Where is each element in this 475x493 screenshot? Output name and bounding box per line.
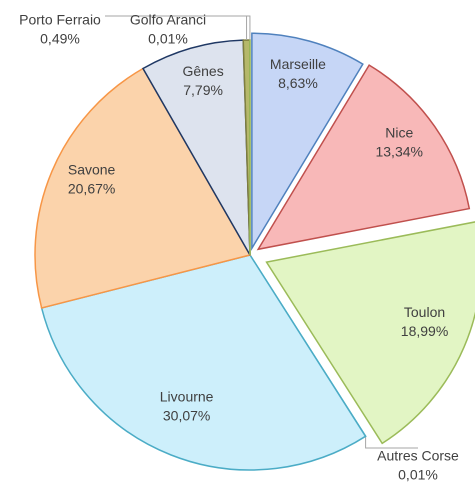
pie-slice (34, 67, 252, 309)
pie-slice (40, 254, 367, 471)
pie-slice (251, 32, 364, 251)
pie-slice (265, 221, 475, 445)
slice-value-label: 18,99% (401, 323, 448, 339)
slice-category-label: Porto Ferraio (19, 12, 101, 28)
leader-line (365, 436, 418, 449)
slice-value-label: 7,79% (183, 82, 223, 98)
slice-value-label: 0,01% (398, 467, 438, 483)
slice-category-label: Savone (68, 162, 116, 178)
slice-category-label: Nice (385, 125, 413, 141)
slice-category-label: Toulon (404, 304, 445, 320)
slice-category-label: Autres Corse (377, 448, 459, 464)
slice-value-label: 13,34% (375, 144, 422, 160)
slice-value-label: 30,07% (163, 408, 210, 424)
pie-slice (141, 39, 251, 256)
slice-category-label: Gênes (182, 63, 223, 79)
pie-slice (256, 64, 471, 251)
slice-value-label: 20,67% (68, 181, 115, 197)
slice-category-label: Livourne (160, 389, 214, 405)
slice-value-label: 0,01% (148, 31, 188, 47)
slice-value-label: 0,49% (40, 31, 80, 47)
slice-category-label: Golfo Aranci (130, 12, 206, 28)
leader-line (213, 15, 251, 41)
slice-value-label: 8,63% (278, 75, 318, 91)
slice-category-label: Marseille (270, 56, 326, 72)
